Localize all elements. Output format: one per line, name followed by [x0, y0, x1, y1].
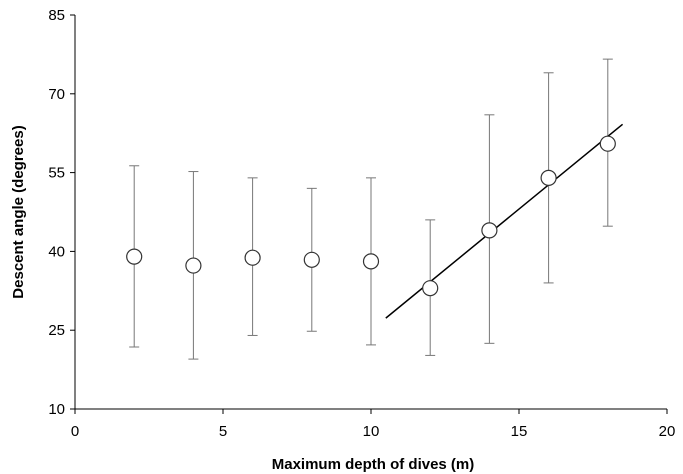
data-point: [126, 248, 143, 265]
x-tick-label: 5: [219, 423, 227, 440]
error-bars: [129, 58, 613, 360]
data-point: [422, 280, 439, 297]
data-point: [303, 251, 320, 268]
trendline: [385, 123, 624, 319]
y-tick-label: 40: [48, 243, 65, 260]
y-tick-label: 10: [48, 401, 65, 418]
trendline-group: [385, 123, 624, 319]
y-tick-label: 25: [48, 322, 65, 339]
data-point: [362, 253, 380, 270]
y-axis-title: Descent angle (degrees): [10, 125, 27, 298]
data-point: [540, 169, 557, 186]
x-tick-label: 20: [659, 423, 676, 440]
ticks: 10 25 40 55 70 85 0 5 10 15 20: [48, 7, 675, 440]
data-point: [185, 257, 202, 274]
data-point: [481, 222, 498, 239]
y-tick-label: 55: [48, 165, 65, 182]
x-tick-label: 0: [71, 423, 79, 440]
x-tick-label: 15: [511, 423, 528, 440]
x-axis-title: Maximum depth of dives (m): [272, 456, 475, 473]
y-tick-label: 70: [48, 86, 65, 103]
data-point: [244, 249, 261, 266]
data-points: [126, 135, 616, 297]
data-point: [599, 135, 616, 152]
y-tick-label: 85: [48, 7, 65, 24]
x-tick-label: 10: [363, 423, 380, 440]
